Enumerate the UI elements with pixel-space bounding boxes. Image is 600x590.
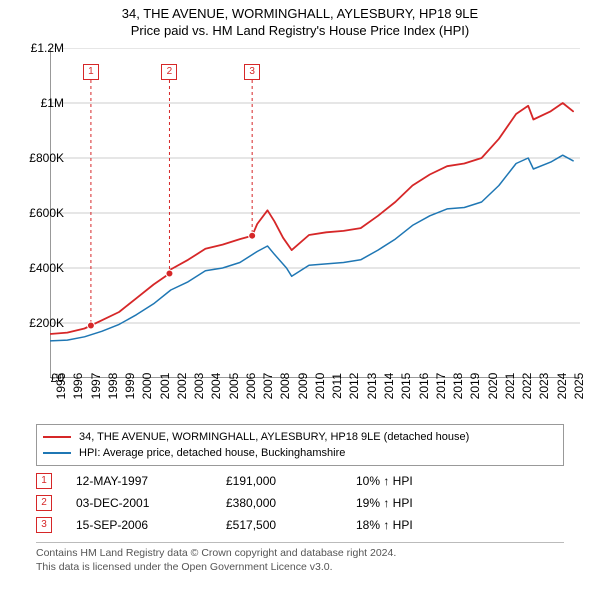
x-axis-tick-label: 2012 — [347, 373, 361, 400]
x-axis-tick-label: 2021 — [503, 373, 517, 400]
transaction-price: £380,000 — [226, 496, 356, 510]
sale-marker-icon: 3 — [244, 64, 260, 80]
legend: 34, THE AVENUE, WORMINGHALL, AYLESBURY, … — [36, 424, 564, 466]
legend-swatch-hpi — [43, 452, 71, 454]
legend-label-price-paid: 34, THE AVENUE, WORMINGHALL, AYLESBURY, … — [79, 431, 469, 443]
footer-attribution: Contains HM Land Registry data © Crown c… — [36, 542, 564, 574]
legend-label-hpi: HPI: Average price, detached house, Buck… — [79, 447, 345, 459]
transaction-marker-icon: 1 — [36, 473, 52, 489]
transaction-diff: 19% ↑ HPI — [356, 496, 564, 510]
x-axis-tick-label: 1996 — [71, 373, 85, 400]
x-axis-tick-label: 2000 — [140, 373, 154, 400]
y-axis-tick-label: £400K — [29, 261, 64, 275]
sale-marker-icon: 1 — [83, 64, 99, 80]
chart-container: 34, THE AVENUE, WORMINGHALL, AYLESBURY, … — [0, 0, 600, 590]
x-axis-tick-label: 1997 — [89, 373, 103, 400]
transaction-table: 1 12-MAY-1997 £191,000 10% ↑ HPI 2 03-DE… — [36, 470, 564, 536]
x-axis-tick-label: 2005 — [227, 373, 241, 400]
x-axis-tick-label: 2007 — [261, 373, 275, 400]
chart-titles: 34, THE AVENUE, WORMINGHALL, AYLESBURY, … — [0, 0, 600, 40]
transaction-row: 3 15-SEP-2006 £517,500 18% ↑ HPI — [36, 514, 564, 536]
y-axis-tick-label: £1M — [41, 96, 64, 110]
transaction-date: 12-MAY-1997 — [76, 474, 226, 488]
x-axis-tick-label: 2019 — [468, 373, 482, 400]
chart-svg — [50, 48, 580, 378]
title-line-1: 34, THE AVENUE, WORMINGHALL, AYLESBURY, … — [0, 6, 600, 23]
legend-item-price-paid: 34, THE AVENUE, WORMINGHALL, AYLESBURY, … — [43, 429, 557, 445]
x-axis-tick-label: 2010 — [313, 373, 327, 400]
title-line-2: Price paid vs. HM Land Registry's House … — [0, 23, 600, 40]
x-axis-tick-label: 2023 — [537, 373, 551, 400]
x-axis-tick-label: 2024 — [555, 373, 569, 400]
x-axis-tick-label: 2011 — [330, 373, 344, 399]
x-axis-tick-label: 2008 — [278, 373, 292, 400]
sale-marker-icon: 2 — [161, 64, 177, 80]
y-axis-tick-label: £600K — [29, 206, 64, 220]
transaction-row: 1 12-MAY-1997 £191,000 10% ↑ HPI — [36, 470, 564, 492]
footer-line-1: Contains HM Land Registry data © Crown c… — [36, 547, 564, 561]
x-axis-tick-label: 2013 — [365, 373, 379, 400]
x-axis-tick-label: 2006 — [244, 373, 258, 400]
transaction-price: £191,000 — [226, 474, 356, 488]
x-axis-tick-label: 2009 — [296, 373, 310, 400]
y-axis-tick-label: £1.2M — [31, 41, 64, 55]
x-axis-tick-label: 2001 — [158, 373, 172, 400]
y-axis-tick-label: £800K — [29, 151, 64, 165]
x-axis-tick-label: 2002 — [175, 373, 189, 400]
transaction-marker-icon: 2 — [36, 495, 52, 511]
x-axis-tick-label: 2015 — [399, 373, 413, 400]
x-axis-tick-label: 2014 — [382, 373, 396, 400]
transaction-marker-icon: 3 — [36, 517, 52, 533]
chart-plot-area — [50, 48, 580, 378]
transaction-price: £517,500 — [226, 518, 356, 532]
legend-swatch-price-paid — [43, 436, 71, 438]
transaction-date: 15-SEP-2006 — [76, 518, 226, 532]
x-axis-tick-label: 2017 — [434, 373, 448, 400]
x-axis-tick-label: 2020 — [486, 373, 500, 400]
transaction-diff: 10% ↑ HPI — [356, 474, 564, 488]
x-axis-tick-label: 2022 — [520, 373, 534, 400]
x-axis-tick-label: 1998 — [106, 373, 120, 400]
x-axis-tick-label: 1999 — [123, 373, 137, 400]
transaction-diff: 18% ↑ HPI — [356, 518, 564, 532]
x-axis-tick-label: 2003 — [192, 373, 206, 400]
legend-item-hpi: HPI: Average price, detached house, Buck… — [43, 445, 557, 461]
x-axis-tick-label: 2025 — [572, 373, 586, 400]
x-axis-tick-label: 2018 — [451, 373, 465, 400]
transaction-date: 03-DEC-2001 — [76, 496, 226, 510]
x-axis-tick-label: 2016 — [417, 373, 431, 400]
x-axis-tick-label: 2004 — [209, 373, 223, 400]
x-axis-tick-label: 1995 — [54, 373, 68, 400]
y-axis-tick-label: £200K — [29, 316, 64, 330]
footer-line-2: This data is licensed under the Open Gov… — [36, 561, 564, 575]
transaction-row: 2 03-DEC-2001 £380,000 19% ↑ HPI — [36, 492, 564, 514]
